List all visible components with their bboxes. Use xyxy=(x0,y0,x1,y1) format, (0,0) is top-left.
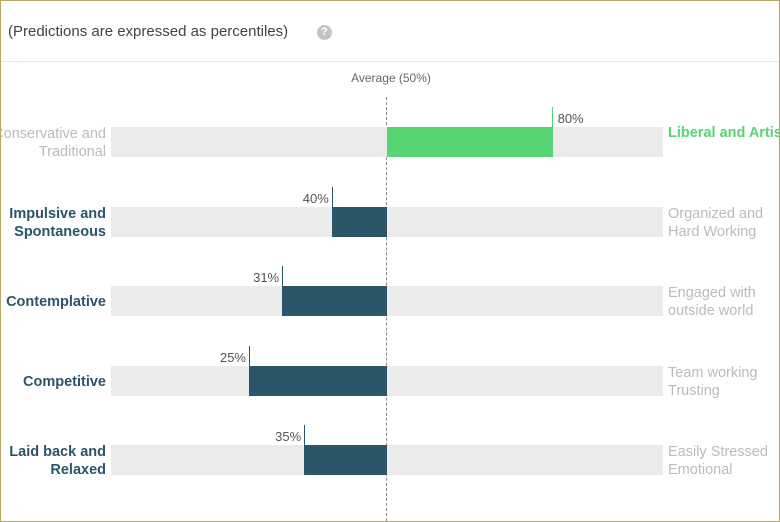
label-line: Easily Stressed xyxy=(668,444,768,460)
trait-bar[interactable] xyxy=(304,445,387,475)
label-line: Engaged with xyxy=(668,285,756,301)
question-circle-icon[interactable]: ? xyxy=(317,25,332,40)
label-line: Contemplative xyxy=(6,294,106,310)
trait-row: 80% Conservative and Traditional Liberal an… xyxy=(0,107,779,167)
label-line: Traditional xyxy=(38,144,106,160)
trait-row: 40% Impulsive and Spontaneous Organized and… xyxy=(1,187,779,247)
label-line: Emotional xyxy=(668,462,733,478)
value-tick xyxy=(551,107,553,127)
trait-right-label: Easily Stressed Emotional xyxy=(668,443,779,479)
label-line: Trusting xyxy=(668,383,720,399)
label-line: Conservative and xyxy=(0,126,106,142)
trait-bar[interactable] xyxy=(387,127,553,157)
label-line: Liberal and Artistic xyxy=(668,125,779,141)
trait-row: 31% Contemplative Engaged with outside worl… xyxy=(1,266,779,326)
trait-left-label: Competitive xyxy=(1,373,106,391)
value-label: 25% xyxy=(219,350,246,365)
trait-right-label: Organized and Hard Working xyxy=(668,205,779,241)
value-tick xyxy=(304,425,306,445)
label-line: Competitive xyxy=(23,374,106,390)
trait-bar[interactable] xyxy=(249,366,387,396)
label-line: Spontaneous xyxy=(14,224,106,240)
trait-left-label: Contemplative xyxy=(1,293,106,311)
value-tick xyxy=(249,346,250,366)
trait-left-label: Conservative and Traditional xyxy=(0,125,106,161)
value-tick xyxy=(282,266,284,286)
trait-right-label: Liberal and Artistic xyxy=(668,124,779,142)
label-line: Organized and xyxy=(668,206,764,222)
value-label: 31% xyxy=(253,270,280,285)
label-line: Laid back and xyxy=(9,444,106,460)
value-label: 80% xyxy=(557,111,584,126)
predictions-note: (Predictions are expressed as percentile… xyxy=(8,23,289,40)
bar-track xyxy=(111,207,663,237)
value-label: 35% xyxy=(275,429,302,444)
value-tick xyxy=(331,187,333,207)
header: (Predictions are expressed as percentile… xyxy=(1,1,779,62)
bar-track xyxy=(111,366,663,396)
label-line: Hard Working xyxy=(668,224,757,240)
trait-right-label: Team working Trusting xyxy=(668,364,779,400)
trait-row: 25% Competitive Team working Trusting xyxy=(1,346,779,406)
bar-track xyxy=(111,445,663,475)
label-line: Team working xyxy=(668,365,758,381)
bar-track xyxy=(111,286,663,316)
trait-right-label: Engaged with outside world xyxy=(668,284,779,320)
trait-left-label: Laid back and Relaxed xyxy=(1,443,106,479)
label-line: outside world xyxy=(668,303,754,319)
trait-bar[interactable] xyxy=(331,207,387,237)
trait-row: 35% Laid back and Relaxed Easily Stressed Em… xyxy=(1,425,779,485)
value-label: 40% xyxy=(302,191,329,206)
label-line: Impulsive and xyxy=(9,206,106,222)
label-line: Relaxed xyxy=(50,462,106,478)
trait-left-label: Impulsive and Spontaneous xyxy=(1,205,106,241)
average-label: Average (50%) xyxy=(351,71,431,85)
trait-bar[interactable] xyxy=(282,286,387,316)
